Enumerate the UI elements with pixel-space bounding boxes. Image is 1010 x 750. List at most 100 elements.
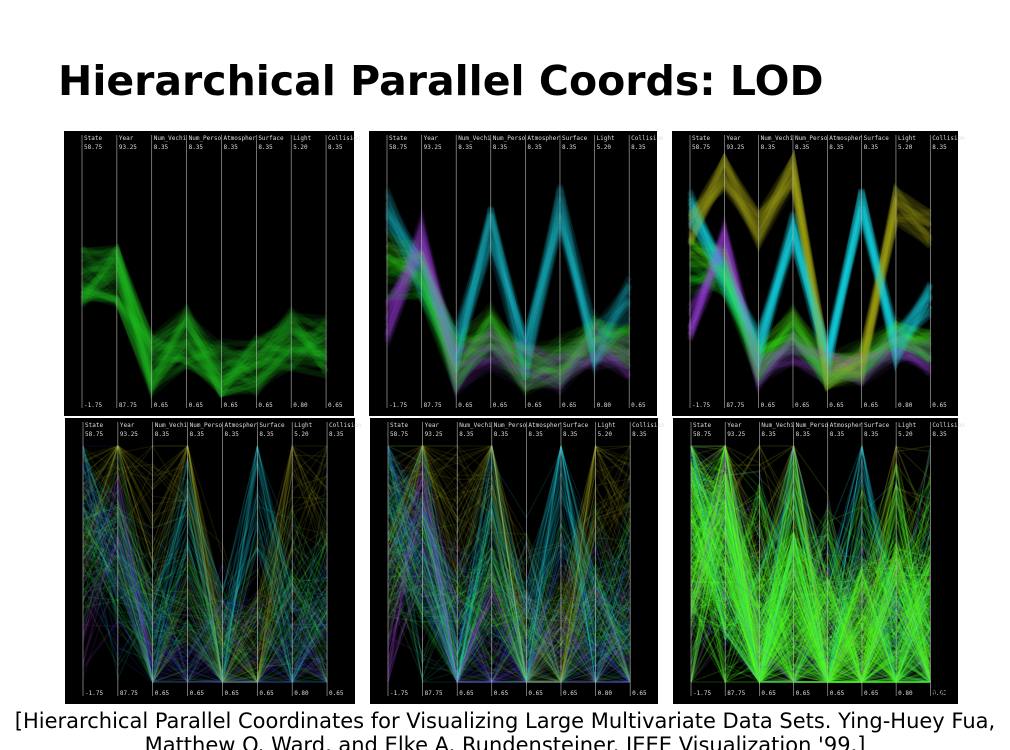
axis-min: 0.65: [328, 402, 343, 409]
cluster-line: [82, 445, 328, 683]
cluster-line: [688, 249, 931, 380]
cluster-line: [387, 549, 631, 683]
cluster-line: [387, 496, 631, 683]
cluster-line: [82, 503, 328, 672]
cluster-line: [687, 219, 933, 372]
cluster-line: [81, 246, 328, 397]
cluster-line: [82, 480, 328, 683]
cluster-line: [689, 273, 931, 375]
cluster-line: [690, 458, 931, 650]
cluster-line: [387, 532, 631, 683]
cluster-line: [690, 444, 931, 650]
cluster-line: [387, 459, 631, 685]
cluster-line: [82, 520, 328, 683]
cluster-line: [690, 450, 931, 684]
cluster-line: [385, 241, 630, 364]
cluster-line: [690, 484, 931, 683]
cluster-line: [82, 552, 328, 683]
cluster-line: [687, 201, 933, 369]
cluster-line: [690, 445, 931, 685]
axis-min: 0.65: [528, 690, 543, 697]
cluster-line: [387, 520, 631, 684]
cluster-line: [384, 195, 632, 378]
cluster-line: [690, 489, 931, 683]
cluster-line: [82, 467, 328, 681]
cluster-line: [687, 223, 931, 380]
cluster-line: [82, 454, 328, 684]
cluster-line: [690, 502, 931, 683]
cluster-line: [690, 492, 931, 684]
cluster-line: [82, 539, 328, 668]
cluster-line: [387, 546, 631, 684]
axis-min: 0.65: [864, 690, 879, 697]
cluster-line: [387, 521, 631, 684]
cluster-line: [690, 466, 931, 685]
axis-min: 87.75: [425, 690, 443, 697]
cluster-line: [82, 515, 328, 683]
cluster-line: [386, 268, 631, 391]
cluster-line: [387, 581, 631, 684]
cluster-line: [690, 447, 931, 673]
cluster-line: [387, 474, 631, 683]
cluster-line: [690, 445, 931, 684]
cluster-line: [690, 500, 931, 684]
cluster-line: [384, 189, 632, 368]
axis-min: 87.75: [119, 402, 137, 409]
cluster-line: [690, 503, 931, 684]
cluster-line: [387, 483, 631, 637]
cluster-line: [82, 483, 328, 685]
cluster-line: [690, 510, 931, 685]
cluster-line: [82, 499, 328, 683]
cluster-line: [689, 247, 931, 391]
cluster-line: [690, 489, 931, 672]
cluster-line: [82, 444, 328, 634]
cluster-line: [690, 451, 931, 683]
axis-min: 0.80: [898, 402, 913, 409]
cluster-line: [690, 454, 931, 683]
cluster-line: [387, 498, 631, 685]
cluster-line: [690, 445, 931, 683]
cluster-line: [387, 445, 631, 683]
axis-name: Num_Perso: [796, 422, 829, 429]
cluster-line: [387, 473, 631, 593]
cluster-line: [690, 454, 931, 673]
cluster-line: [384, 195, 632, 374]
cluster-line: [387, 563, 631, 660]
cluster-line: [689, 251, 933, 376]
cluster-line: [82, 544, 328, 684]
cluster-line: [687, 152, 932, 387]
cluster-line: [690, 527, 931, 683]
cluster-line: [384, 212, 631, 393]
cluster-line: [387, 507, 631, 685]
cluster-line: [690, 445, 931, 683]
cluster-line: [384, 230, 631, 394]
cluster-line: [82, 516, 328, 684]
cluster-line: [388, 444, 631, 646]
cluster-line: [689, 278, 933, 383]
cluster-line: [690, 509, 931, 684]
cluster-line: [690, 500, 931, 683]
cluster-line: [387, 445, 631, 655]
cluster-line: [387, 520, 631, 684]
cluster-line: [387, 446, 631, 685]
axis-min: 0.65: [932, 402, 947, 409]
axis-name: Year: [119, 135, 134, 142]
cluster-line: [385, 253, 632, 371]
cluster-line: [690, 479, 931, 684]
cluster-line: [80, 261, 328, 370]
cluster-line: [690, 541, 931, 684]
cluster-line: [82, 458, 328, 639]
cluster-line: [82, 569, 328, 684]
axis-name: State: [390, 422, 408, 429]
cluster-line: [384, 205, 632, 381]
cluster-line: [387, 444, 631, 684]
cluster-line: [690, 536, 931, 683]
cluster-line: [387, 445, 631, 591]
cluster-line: [690, 467, 931, 683]
cluster-line: [387, 445, 631, 679]
cluster-line: [690, 477, 931, 683]
cluster-line: [690, 483, 931, 685]
axis-min: 0.65: [795, 402, 810, 409]
axis-min: -1.75: [84, 402, 102, 409]
cluster-line: [690, 458, 931, 685]
